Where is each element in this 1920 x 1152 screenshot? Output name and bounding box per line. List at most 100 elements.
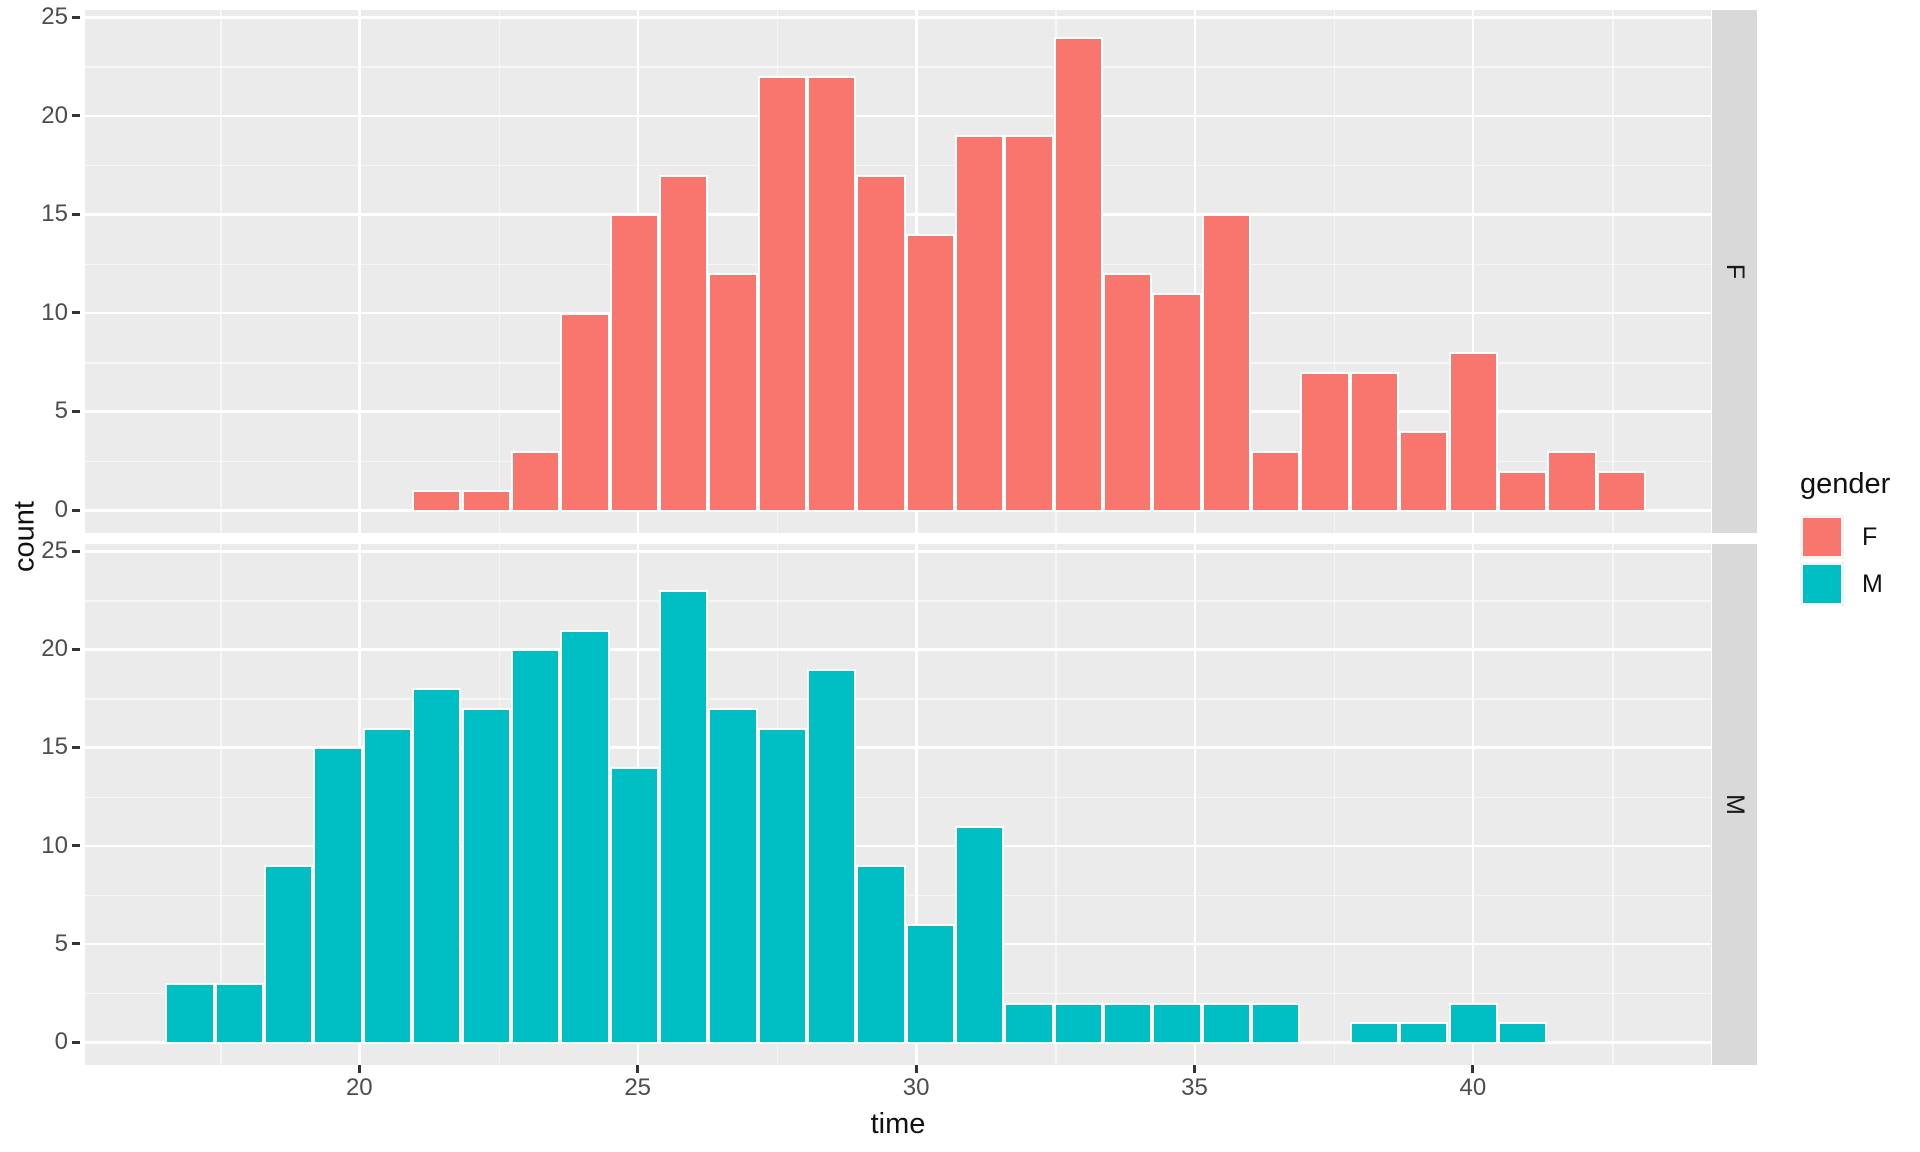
histogram-bar-m-bin16 (955, 825, 1005, 1044)
y-axis-title: count (8, 501, 41, 572)
histogram-bar-f-bin18 (1053, 36, 1104, 512)
y-axis-tick-label: 5 (54, 397, 68, 425)
legend-key-m: M (1800, 562, 1890, 606)
x-axis-tick-label: 30 (902, 1074, 930, 1101)
gridline-major-vertical (1193, 10, 1196, 533)
gridline-minor-vertical (1612, 10, 1614, 533)
legend-title: gender (1800, 468, 1891, 500)
y-axis-tick-label: 25 (41, 3, 68, 30)
gridline-major-vertical (358, 10, 361, 533)
x-axis-tick-mark (1193, 1065, 1196, 1073)
histogram-bar-m-bin26 (1448, 1002, 1498, 1044)
histogram-bar-f-bin29 (1596, 470, 1646, 512)
histogram-bar-f-bin26 (1448, 352, 1498, 512)
y-axis-tick-label: 0 (54, 496, 68, 523)
histogram-bar-f-bin9 (609, 214, 659, 512)
y-axis-tick-mark (72, 1040, 80, 1044)
y-axis-tick-mark (72, 647, 80, 651)
histogram-bar-f-bin23 (1300, 371, 1350, 512)
histogram-bar-m-bin4 (362, 727, 413, 1044)
gridline-major-horizontal (85, 844, 1711, 848)
histogram-bar-m-bin18 (1053, 1002, 1104, 1044)
histogram-bar-m-bin17 (1004, 1002, 1054, 1044)
gridline-minor-horizontal (85, 164, 1711, 167)
y-axis-tick-label: 5 (54, 929, 68, 957)
y-axis-tick-label: 0 (54, 1028, 68, 1055)
legend-swatch-f (1803, 518, 1841, 556)
x-axis-tick-mark (1471, 1065, 1475, 1073)
gridline-minor-vertical (498, 10, 500, 533)
gridline-major-horizontal (85, 16, 1711, 19)
y-axis-tick-mark (72, 114, 80, 118)
histogram-bar-f-bin11 (708, 273, 758, 512)
legend-label-m: M (1862, 569, 1883, 598)
histogram-bar-f-bin17 (1004, 135, 1054, 512)
histogram-bar-m-bin7 (510, 649, 561, 1044)
gridline-minor-vertical (1333, 544, 1336, 1065)
histogram-bar-f-bin22 (1251, 450, 1301, 512)
y-axis-tick-mark (72, 844, 80, 848)
y-axis-tick-label: 10 (41, 298, 68, 326)
facet-strip-f-label: F (1721, 263, 1749, 280)
histogram-bar-m-bin3 (313, 747, 363, 1044)
histogram-bar-f-bin25 (1399, 431, 1449, 512)
histogram-bar-f-bin6 (461, 490, 511, 512)
x-axis-tick-label: 25 (624, 1074, 652, 1101)
histogram-bar-m-bin14 (856, 865, 906, 1044)
gridline-major-horizontal (85, 114, 1711, 118)
x-axis-tick-mark (636, 1065, 640, 1073)
histogram-bar-m-bin25 (1399, 1022, 1449, 1044)
legend-key-background (1800, 562, 1844, 606)
histogram-bar-f-bin24 (1349, 371, 1400, 512)
gridline-minor-vertical (220, 10, 222, 533)
histogram-bar-m-bin6 (461, 708, 511, 1044)
x-axis-tick-mark (914, 1065, 918, 1073)
y-axis-tick-label: 20 (41, 635, 68, 663)
y-axis-tick-mark (72, 745, 80, 749)
histogram-bar-m-bin0 (165, 983, 215, 1044)
histogram-bar-m-bin20 (1152, 1002, 1202, 1044)
y-axis-tick-mark (72, 409, 80, 413)
histogram-bar-m-bin24 (1349, 1022, 1400, 1044)
histogram-bar-f-bin8 (560, 312, 610, 512)
x-axis-tick-mark (357, 1065, 361, 1073)
facet-strip-m: M (1712, 544, 1757, 1065)
histogram-bar-m-bin15 (905, 924, 955, 1044)
histogram-bar-f-bin7 (510, 450, 561, 512)
histogram-bar-m-bin19 (1103, 1002, 1153, 1044)
histogram-bar-f-bin20 (1152, 293, 1202, 512)
gridline-minor-horizontal (85, 796, 1711, 798)
facet-panel-f (85, 10, 1711, 533)
histogram-bar-m-bin12 (757, 727, 807, 1044)
gridline-minor-vertical (1612, 544, 1614, 1065)
y-axis-tick-mark (72, 212, 80, 216)
gridline-minor-vertical (1333, 10, 1336, 533)
histogram-bar-m-bin27 (1497, 1022, 1548, 1044)
gridline-minor-vertical (1055, 544, 1057, 1065)
gridline-major-horizontal (85, 746, 1711, 749)
histogram-bar-f-bin28 (1547, 450, 1597, 512)
legend-swatch-m (1803, 565, 1841, 603)
legend-key-background (1800, 515, 1844, 559)
y-axis-tick-mark (72, 508, 80, 512)
histogram-bar-f-bin15 (905, 233, 955, 512)
gridline-major-vertical (1471, 10, 1475, 533)
facet-strip-m-label: M (1720, 794, 1749, 815)
y-axis-tick-label: 15 (41, 200, 68, 228)
histogram-bar-f-bin5 (412, 490, 462, 512)
facet-strip-f: F (1712, 10, 1757, 533)
histogram-bar-f-bin10 (658, 174, 709, 512)
gridline-major-vertical (915, 544, 918, 1065)
histogram-bar-m-bin1 (214, 983, 265, 1044)
histogram-bar-m-bin8 (560, 629, 610, 1044)
y-axis-tick-label: 25 (41, 537, 68, 564)
x-axis-tick-label: 40 (1459, 1074, 1487, 1101)
legend: gender F M (1800, 468, 1890, 609)
histogram-bar-f-bin16 (955, 135, 1005, 512)
histogram-bar-f-bin21 (1201, 214, 1252, 512)
gridline-minor-horizontal (85, 600, 1711, 602)
legend-key-f: F (1800, 515, 1890, 559)
x-axis-tick-label: 20 (345, 1074, 373, 1101)
y-axis-tick-mark (72, 942, 80, 946)
